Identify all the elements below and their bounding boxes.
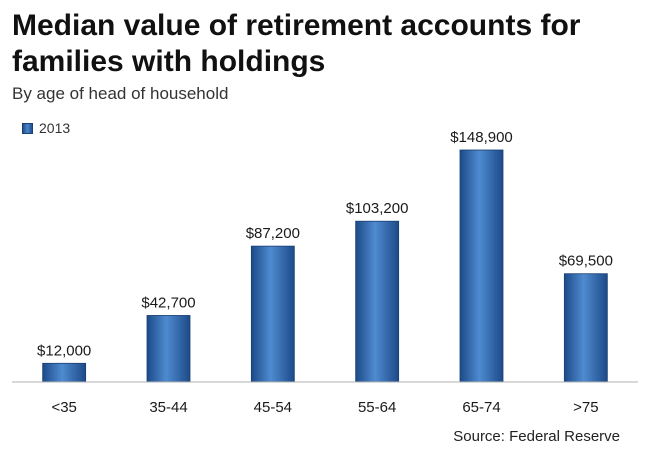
x-tick-label: 35-44 [149,399,187,416]
bar->75 [563,273,608,383]
data-label: $87,200 [246,225,300,242]
bar-45-54 [250,245,295,383]
x-tick-label: 45-54 [254,399,292,416]
x-tick-label: 55-64 [358,399,396,416]
data-label: $42,700 [141,294,195,311]
x-tick-label: 65-74 [462,399,500,416]
bar-<35 [42,362,87,383]
data-label: $69,500 [559,253,613,270]
bar-65-74 [459,149,504,383]
x-tick-label: <35 [51,399,76,416]
data-label: $12,000 [37,342,91,359]
data-label: $103,200 [346,200,409,217]
legend-swatch [22,122,33,134]
chart-subtitle: By age of head of household [12,84,229,103]
legend-label: 2013 [39,120,71,136]
bar-55-64 [355,220,400,383]
data-label: $148,900 [450,129,513,146]
x-tick-label: >75 [573,399,598,416]
source-note: Source: Federal Reserve [453,428,620,445]
chart-title: Median value of retirement accounts for … [12,9,581,78]
legend: 2013 [22,120,70,136]
bar-35-44 [146,315,191,383]
